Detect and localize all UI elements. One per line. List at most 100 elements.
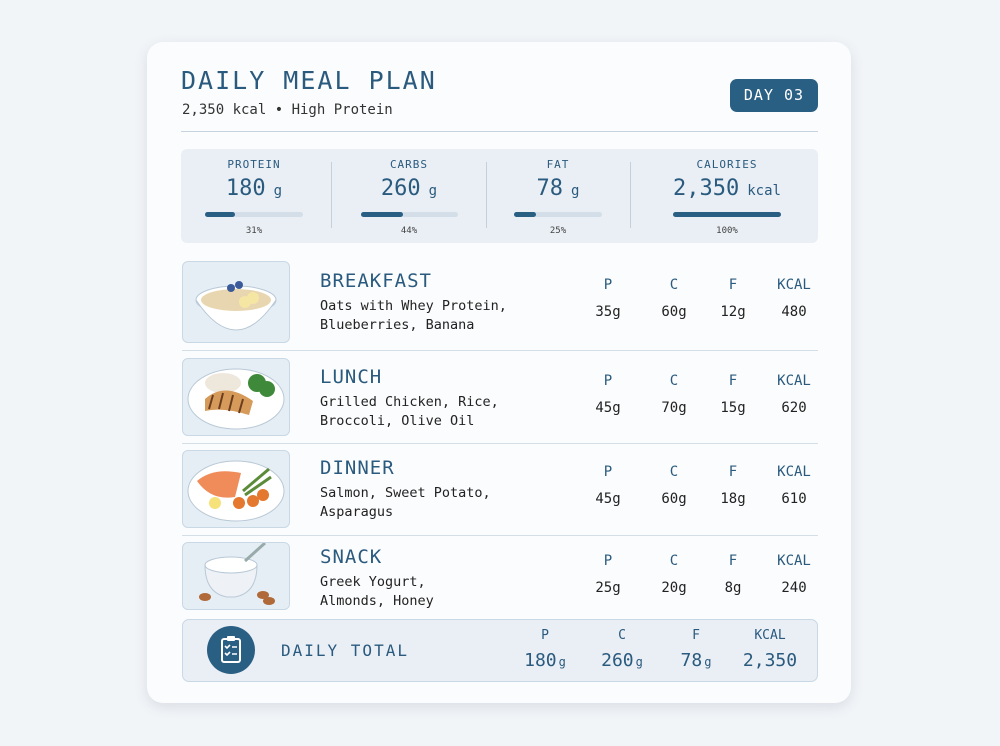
macro-unit: kcal — [747, 183, 781, 199]
column-header: C — [669, 464, 679, 480]
macro-label: PROTEIN — [227, 158, 281, 171]
macro-label: FAT — [546, 158, 570, 171]
macro-number: 2,350 — [673, 176, 740, 201]
progress-fill — [360, 212, 404, 217]
meal-name: LUNCH — [320, 366, 383, 388]
macro-value: 260 g — [381, 176, 437, 201]
day-badge[interactable]: DAY 03 — [730, 79, 818, 112]
meal-description: Oats with Whey Protein, — [320, 298, 507, 314]
total-unit: g — [704, 655, 712, 669]
progress-track — [673, 212, 781, 217]
separator — [486, 162, 487, 228]
meal-description: Grilled Chicken, Rice, — [320, 394, 499, 410]
progress-track — [514, 212, 602, 217]
total-value: 78 g — [681, 650, 712, 671]
progress-fill — [514, 212, 536, 217]
total-unit: g — [635, 655, 643, 669]
meal-value: 45g — [595, 491, 621, 507]
breakfast-image — [182, 261, 290, 343]
meal-name: SNACK — [320, 546, 383, 568]
meal-value: 15g — [720, 400, 746, 416]
meal-value: 25g — [595, 580, 621, 596]
meal-value: 8g — [724, 580, 742, 596]
progress-track — [360, 212, 458, 217]
macro-label: CARBS — [389, 158, 429, 171]
meal-value: 45g — [595, 400, 621, 416]
title: DAILY MEAL PLAN — [181, 66, 437, 95]
meal-name: BREAKFAST — [320, 270, 432, 292]
macro-value: 78 g — [537, 176, 580, 201]
column-header: P — [603, 553, 613, 569]
total-number: 260 — [601, 650, 634, 671]
progress-fill — [673, 212, 781, 217]
column-header: P — [603, 373, 613, 389]
meal-value: 60g — [661, 304, 687, 320]
macro-value: 2,350 kcal — [673, 176, 781, 201]
total-header: KCAL — [754, 628, 786, 643]
separator — [630, 162, 631, 228]
macro-unit: g — [428, 183, 438, 199]
column-header: C — [669, 277, 679, 293]
meal-value: 60g — [661, 491, 687, 507]
column-header: KCAL — [777, 553, 811, 569]
meal-value: 35g — [595, 304, 621, 320]
column-header: KCAL — [777, 277, 811, 293]
column-header: F — [728, 277, 738, 293]
macro-unit: g — [273, 183, 283, 199]
macro-number: 260 — [380, 176, 421, 201]
snack-image — [182, 541, 290, 610]
row-divider — [182, 535, 818, 536]
column-header: C — [669, 553, 679, 569]
total-value: 2,350 — [743, 650, 797, 671]
dinner-image — [182, 450, 290, 528]
total-header: F — [692, 628, 700, 643]
column-header: C — [669, 373, 679, 389]
progress-label: 31% — [245, 226, 263, 236]
progress-fill — [205, 212, 236, 217]
total-number: 78 — [680, 650, 703, 671]
macro-number: 78 — [536, 176, 564, 201]
total-number: 2,350 — [742, 650, 798, 671]
meal-value: 480 — [781, 304, 807, 320]
total-unit: g — [558, 655, 566, 669]
row-divider — [182, 443, 818, 444]
total-value: 260 g — [601, 650, 643, 671]
macro-number: 180 — [225, 176, 266, 201]
lunch-image — [182, 358, 290, 436]
meal-value: 20g — [661, 580, 687, 596]
macro-value: 180 g — [226, 176, 282, 201]
row-divider — [182, 350, 818, 351]
progress-label: 100% — [716, 226, 738, 236]
meal-description: Salmon, Sweet Potato, — [320, 485, 491, 501]
meal-value: 610 — [781, 491, 807, 507]
macro-label: CALORIES — [696, 158, 758, 171]
total-panel — [182, 619, 818, 682]
clipboard-icon — [207, 626, 255, 674]
total-label: DAILY TOTAL — [281, 641, 409, 660]
progress-label: 25% — [549, 226, 567, 236]
macro-panel — [181, 149, 818, 243]
column-header: F — [728, 373, 738, 389]
meal-description: Asparagus — [320, 504, 394, 520]
meal-description: Broccoli, Olive Oil — [320, 413, 475, 429]
progress-track — [205, 212, 303, 217]
column-header: KCAL — [777, 373, 811, 389]
meal-description: Blueberries, Banana — [320, 317, 475, 333]
column-header: F — [728, 553, 738, 569]
progress-label: 44% — [400, 226, 418, 236]
total-number: 180 — [524, 650, 557, 671]
meal-description: Almonds, Honey — [320, 593, 434, 609]
meal-value: 18g — [720, 491, 746, 507]
total-header: C — [618, 628, 626, 643]
column-header: P — [603, 277, 613, 293]
separator — [331, 162, 332, 228]
divider — [181, 131, 818, 132]
column-header: P — [603, 464, 613, 480]
meal-value: 12g — [720, 304, 746, 320]
column-header: KCAL — [777, 464, 811, 480]
total-value: 180 g — [524, 650, 566, 671]
meal-value: 620 — [781, 400, 807, 416]
total-header: P — [541, 628, 549, 643]
meal-description: Greek Yogurt, — [320, 574, 426, 590]
